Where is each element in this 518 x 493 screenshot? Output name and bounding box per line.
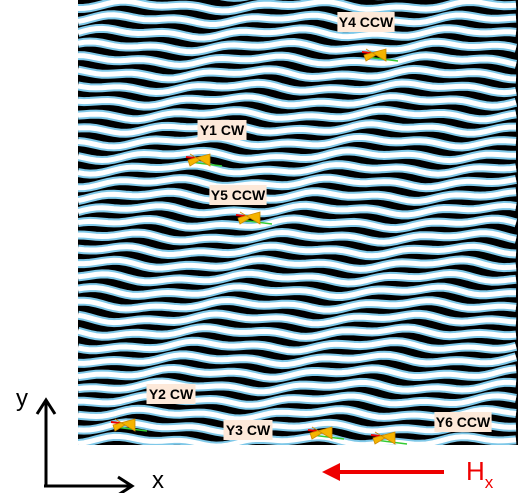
defect-label: Y1 CW [200,122,245,138]
defect-label: Y5 CCW [211,187,266,203]
figure: Y4 CCW Y1 CW Y5 CCW Y2 CW Y3 CW Y6 CCW y x Hx [0,0,518,493]
y-axis-label: y [16,385,28,412]
stripe-halo [78,450,516,460]
field-arrow [322,463,444,481]
field-symbol: H [466,456,485,486]
x-axis-label: x [152,467,164,493]
field-label: Hx [466,456,494,492]
defect-label: Y2 CW [149,386,194,402]
defect-label: Y6 CCW [436,414,491,430]
defect-label: Y3 CW [226,422,271,438]
defect-label: Y4 CCW [339,14,394,30]
stripe [78,450,516,460]
field-subscript: x [485,473,494,492]
